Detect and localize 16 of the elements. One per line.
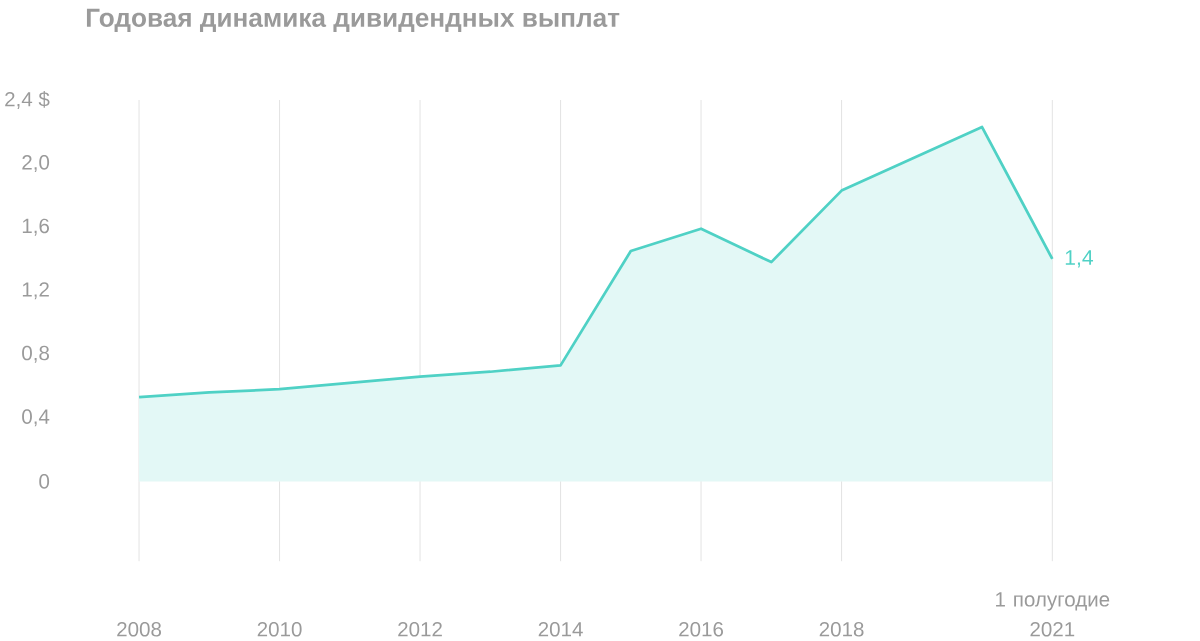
x-tick-label: 2016	[679, 622, 724, 637]
x-tick-label: 2014	[538, 622, 583, 637]
x-tick-label: 1 полугодие 2021	[996, 592, 1110, 637]
y-tick-label: 2,0	[22, 155, 50, 173]
x-tick-label: 2018	[819, 622, 864, 637]
x-tick-label: 2008	[117, 622, 162, 637]
chart-title: Годовая динамика дивидендных выплат	[86, 8, 620, 33]
data-label: 1,4	[1065, 250, 1094, 268]
y-tick-label: 0	[39, 474, 50, 489]
y-tick-label: 2,4 $	[5, 91, 50, 110]
y-tick-label: 1,2	[22, 282, 49, 300]
y-tick-label: 0,4	[22, 409, 50, 427]
x-tick-label: 2010	[257, 622, 302, 637]
y-tick-label: 1,6	[22, 218, 49, 236]
y-tick-label: 0,8	[22, 345, 49, 363]
x-tick-label: 2012	[398, 622, 442, 637]
